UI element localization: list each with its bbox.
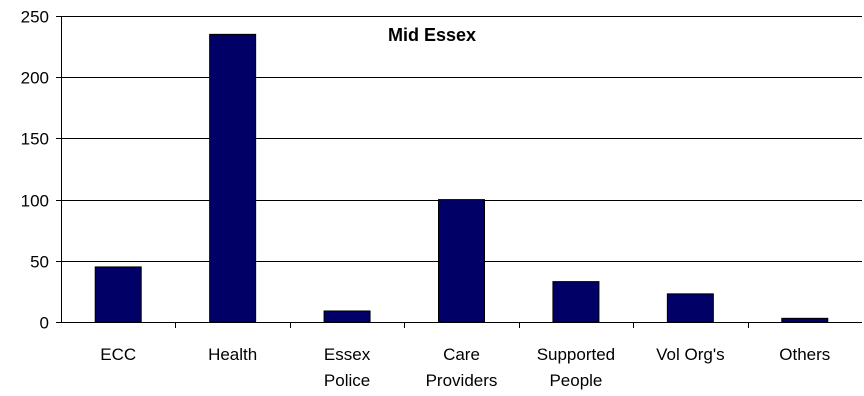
x-category-label: Vol Org's xyxy=(656,345,724,364)
y-tick-label: 50 xyxy=(30,253,49,272)
x-category-label: Others xyxy=(779,345,830,364)
bar xyxy=(323,310,371,323)
x-category-label: Supported xyxy=(537,345,615,364)
x-category-label: Police xyxy=(324,371,370,390)
x-category-label: People xyxy=(549,371,602,390)
bars xyxy=(94,33,829,323)
y-tick-label: 0 xyxy=(40,314,49,333)
bar xyxy=(209,33,257,323)
y-tick-labels: 0 50 100 150 200 250 xyxy=(21,8,49,333)
gridlines xyxy=(61,16,862,262)
chart-title: Mid Essex xyxy=(388,25,476,45)
bar xyxy=(666,293,714,323)
bar xyxy=(438,199,485,323)
x-category-label: Care xyxy=(443,345,480,364)
y-tick-label: 200 xyxy=(21,69,49,88)
bar xyxy=(781,317,829,323)
x-category-label: Essex xyxy=(324,345,371,364)
y-tick-label: 100 xyxy=(21,192,49,211)
x-category-label: Health xyxy=(208,345,257,364)
x-category-label: ECC xyxy=(100,345,136,364)
y-tick-label: 250 xyxy=(21,8,49,27)
axes xyxy=(56,16,862,328)
bar xyxy=(552,281,600,323)
x-category-labels: ECC Health Essex Police Care Providers Support… xyxy=(100,345,830,390)
x-category-label: Providers xyxy=(426,371,498,390)
y-tick-label: 150 xyxy=(21,130,49,149)
bar xyxy=(94,266,142,323)
